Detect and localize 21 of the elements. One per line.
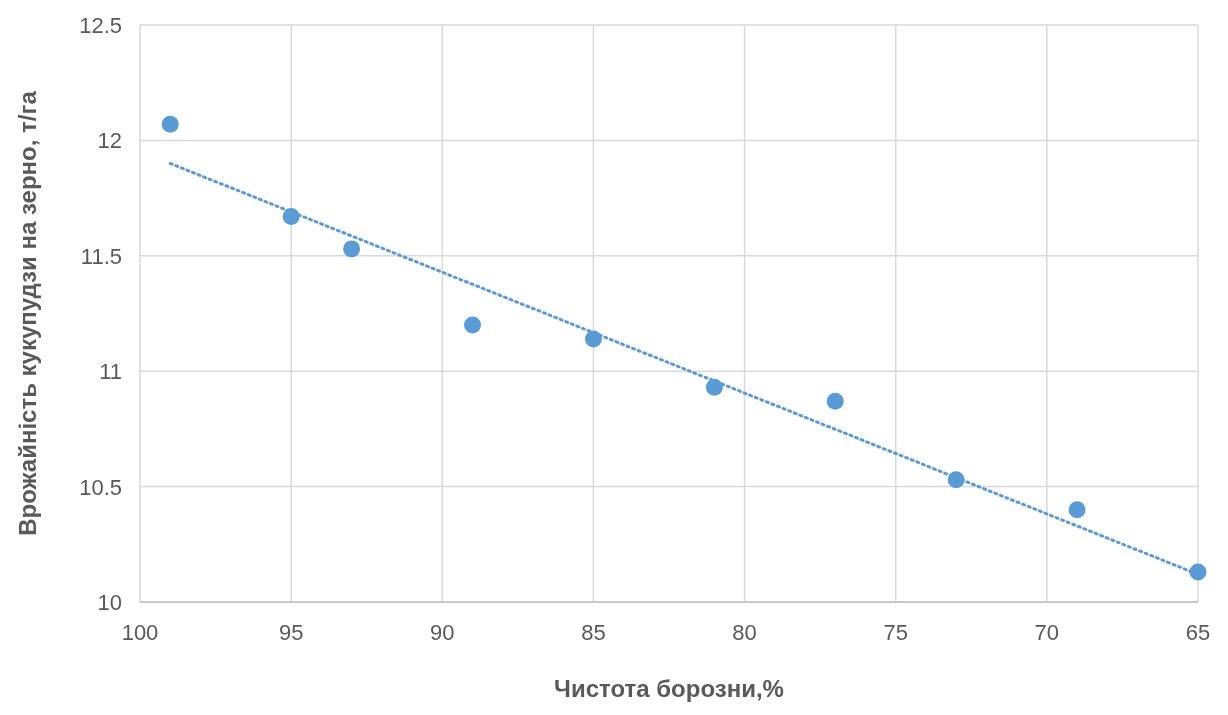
x-tick-label: 100: [121, 620, 159, 645]
y-tick-label: 10: [97, 590, 122, 615]
x-tick-label: 85: [581, 620, 606, 645]
x-tick-label: 65: [1185, 620, 1211, 645]
point: [464, 316, 482, 334]
y-tick-label: 11: [99, 359, 122, 385]
x-tick-label: 90: [430, 620, 455, 645]
x-tick-label: 80: [732, 620, 757, 645]
y-tick-label: 12: [97, 128, 122, 154]
point: [161, 115, 179, 133]
x-tick-label: 95: [278, 620, 304, 645]
y-axis-title: Врожайність кукупудзи на зерно, т/га: [14, 90, 41, 536]
point: [826, 392, 844, 410]
x-axis-title: Чистота борозни,%: [554, 675, 784, 702]
x-tick-label: 70: [1034, 620, 1060, 645]
y-tick-label: 11.5: [80, 243, 122, 269]
y-tick-label: 10.5: [79, 474, 122, 500]
x-tick-label: 75: [883, 620, 908, 645]
y-tick-label: 12.5: [79, 13, 122, 38]
point: [343, 240, 361, 258]
point: [1068, 501, 1086, 519]
